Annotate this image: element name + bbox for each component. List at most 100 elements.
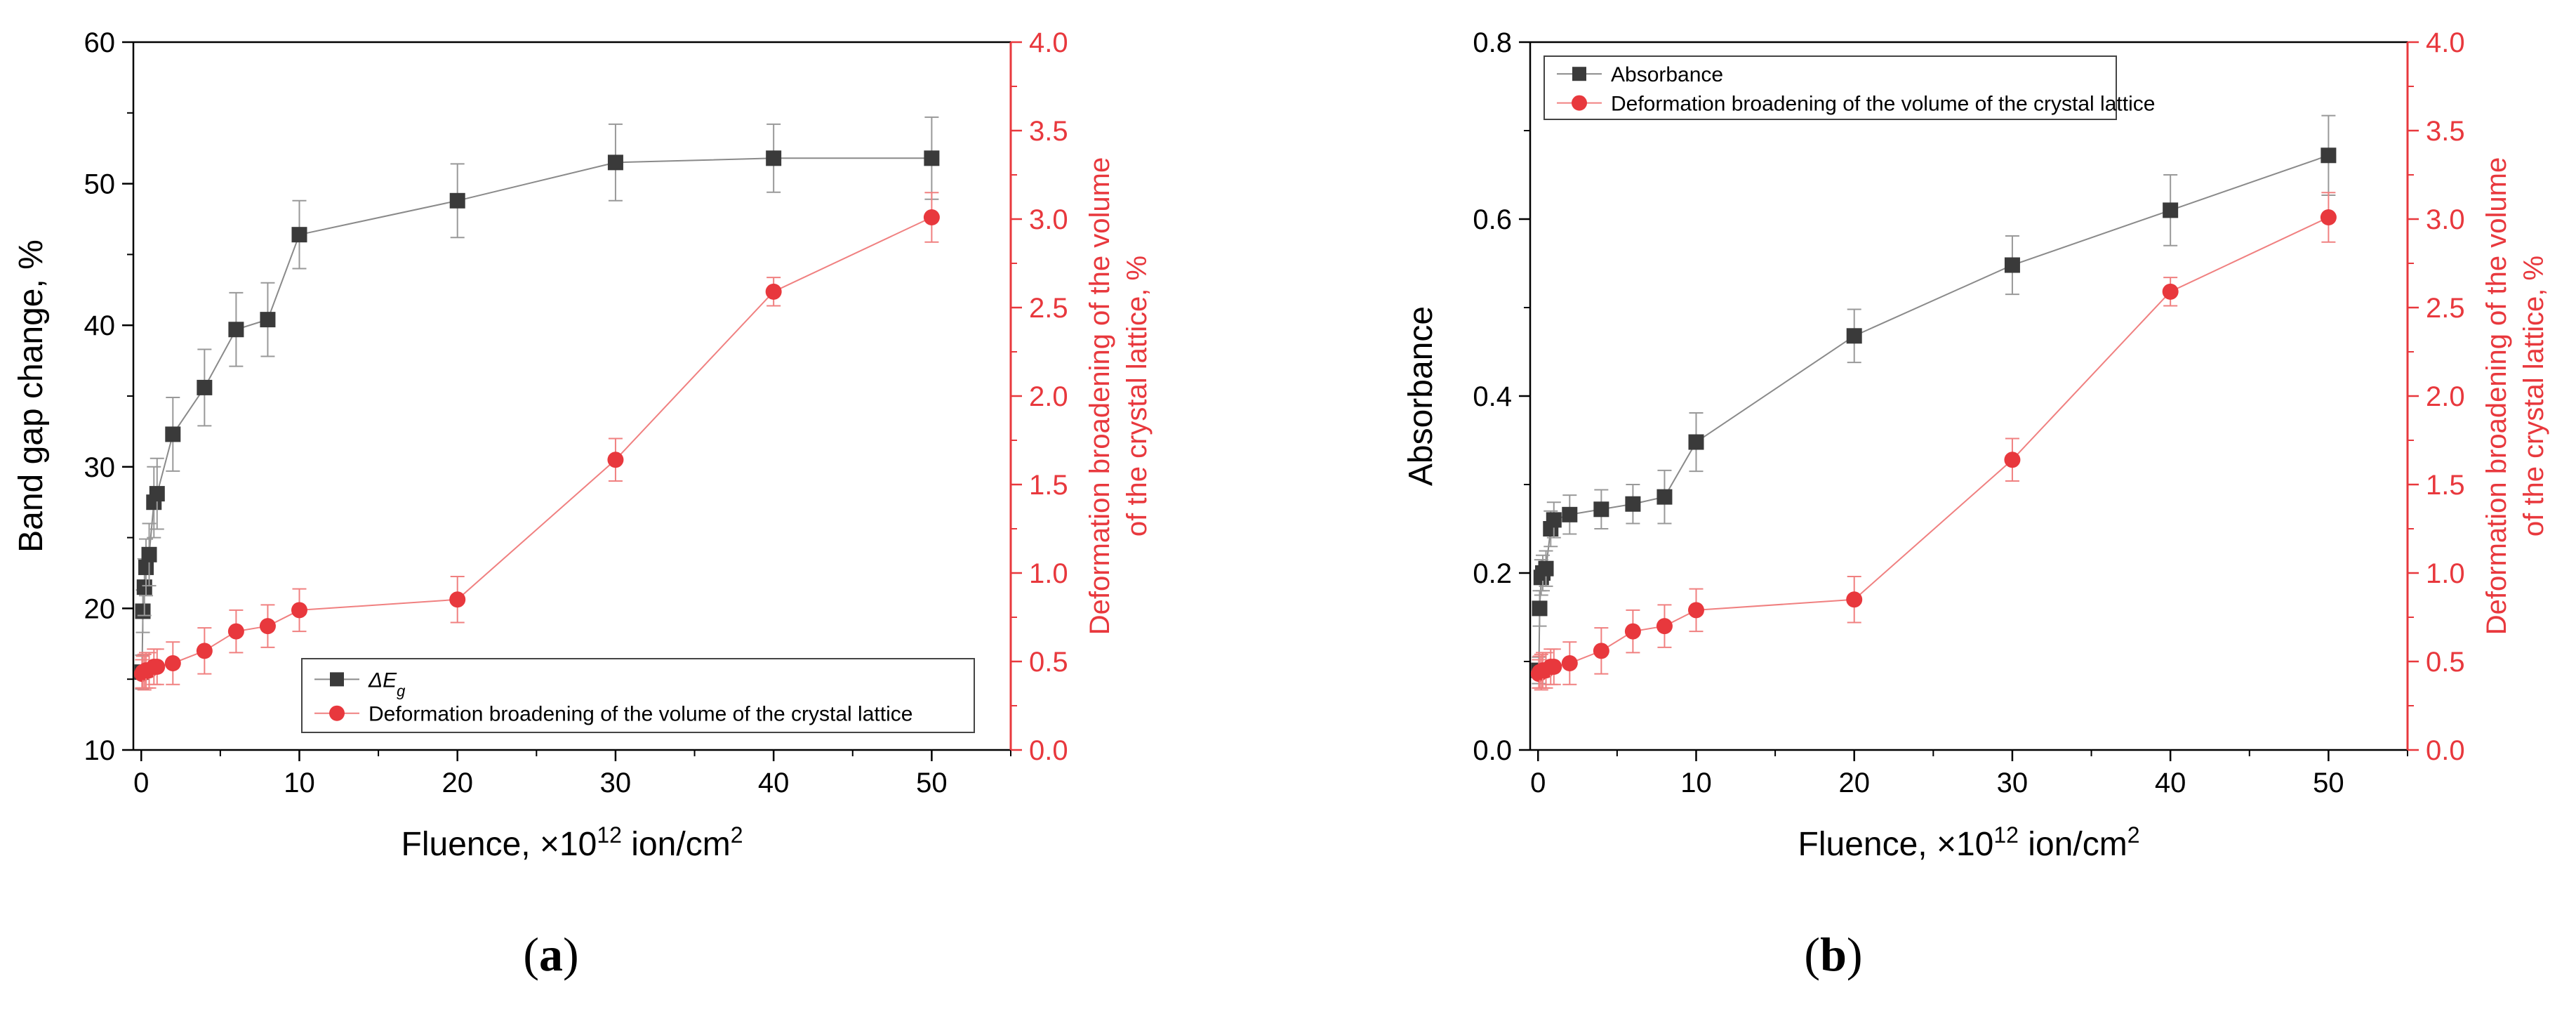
x-tick-label: 20	[1838, 768, 1870, 798]
data-point-square	[1538, 560, 1554, 577]
chart-a-svg: 0 10 20 30 40 50 10 20 30 40 50 60 0.0 0.5 1.0 1.5 2.0 2.…	[13, 27, 1153, 863]
right-tick-label: 0.5	[1029, 647, 1068, 678]
right-tick-label: 1.0	[1029, 558, 1068, 589]
right-tick-label: 3.0	[1029, 204, 1068, 235]
chart-panel-b: 0 10 20 30 40 50 0.0 0.2 0.4 0.6 0.8 0.0 0.5 1.0 1.5 2.…	[1288, 0, 2576, 1014]
data-point-square	[1625, 496, 1641, 512]
right-tick-label: 2.5	[2426, 293, 2465, 324]
x-tick-label: 20	[441, 768, 473, 798]
legend-box	[1543, 55, 2117, 120]
data-point-square	[1562, 506, 1578, 522]
data-point-square	[149, 486, 165, 502]
right-tick-label: 3.0	[2426, 204, 2465, 235]
data-point-square	[1688, 434, 1704, 450]
data-point-circle	[1593, 643, 1609, 659]
legend-marker-circle	[1572, 95, 1587, 111]
left-axis-label: Band gap change, %	[13, 239, 50, 553]
x-axis-label: Fluence, ×1012 ion/cm2	[401, 822, 743, 863]
data-point-circle	[1656, 618, 1673, 635]
left-tick-label: 0.6	[1473, 204, 1512, 235]
data-point-square	[766, 150, 782, 166]
legend-label-series2: Deformation broadening of the volume of …	[1611, 93, 2155, 116]
right-tick-label: 0.0	[2426, 735, 2465, 766]
x-axis-label: Fluence, ×1012 ion/cm2	[1798, 822, 2140, 863]
right-tick-label: 2.5	[1029, 293, 1068, 324]
left-tick-label: 60	[84, 27, 116, 58]
data-point-square	[260, 312, 276, 328]
data-point-circle	[196, 643, 213, 659]
data-point-circle	[1687, 602, 1704, 619]
chart-panel-a: 0 10 20 30 40 50 10 20 30 40 50 60 0.0 0.5 1.0 1.5 2.0 2.…	[13, 27, 1153, 981]
data-point-square	[924, 150, 940, 166]
left-tick-label: 0.8	[1473, 27, 1512, 58]
data-point-circle	[164, 655, 181, 672]
right-tick-label: 3.5	[1029, 116, 1068, 147]
series-black-line	[141, 157, 932, 673]
right-axis-label-line1: Deformation broadening of the volume	[1084, 157, 1115, 635]
series-red-line	[1538, 216, 2329, 675]
data-point-circle	[765, 283, 782, 300]
left-axis-label: Absorbance	[1402, 306, 1440, 486]
x-tick-label: 40	[2155, 768, 2186, 798]
x-tick-label: 10	[1680, 768, 1712, 798]
data-point-square	[449, 192, 465, 209]
legend-marker-circle	[329, 705, 345, 721]
left-tick-label: 10	[84, 735, 116, 766]
data-point-square	[2321, 147, 2337, 164]
right-tick-label: 0.0	[1029, 735, 1068, 766]
x-tick-label: 50	[2313, 768, 2344, 798]
legend-label-series1: ΔEg	[368, 669, 406, 699]
right-tick-label: 4.0	[2426, 27, 2465, 58]
legend-label-series1: Absorbance	[1611, 63, 1723, 86]
panel-b-label: b	[1820, 928, 1847, 981]
data-point-square	[1657, 489, 1673, 505]
x-tick-label: 50	[916, 768, 948, 798]
x-tick-label: 40	[758, 768, 790, 798]
panel-b-caption: (b)	[1804, 928, 1863, 981]
left-tick-label: 50	[84, 169, 116, 200]
data-point-circle	[607, 452, 624, 468]
data-point-square	[1593, 501, 1609, 518]
legend-marker-square	[1572, 67, 1586, 81]
panel-a-caption: (a)	[523, 928, 579, 981]
left-tick-label: 40	[84, 310, 116, 341]
data-point-circle	[1624, 623, 1641, 640]
series-red-line	[141, 216, 932, 675]
data-point-square	[1532, 600, 1548, 617]
data-point-square	[1846, 328, 1862, 344]
data-point-square	[228, 322, 244, 338]
right-tick-label: 0.5	[2426, 647, 2465, 678]
legend-box	[301, 658, 975, 733]
left-tick-label: 0.0	[1473, 735, 1512, 766]
right-tick-label: 1.5	[2426, 470, 2465, 501]
legend-label-series2: Deformation broadening of the volume of …	[369, 703, 912, 726]
right-axis-label-line2: of the crystal lattice, %	[1122, 256, 1153, 536]
data-point-circle	[149, 659, 166, 676]
right-tick-label: 1.5	[1029, 470, 1068, 501]
data-point-circle	[1546, 659, 1562, 676]
data-point-circle	[259, 618, 276, 635]
x-tick-label: 30	[1997, 768, 2029, 798]
left-tick-label: 0.4	[1473, 381, 1512, 412]
data-point-circle	[1846, 591, 1863, 608]
data-point-square	[291, 227, 307, 243]
x-tick-label: 30	[600, 768, 632, 798]
right-axis-label-line2: of the crystal lattice, %	[2518, 256, 2549, 536]
x-tick-label: 0	[133, 768, 149, 798]
data-point-circle	[449, 591, 466, 608]
x-tick-label: 10	[284, 768, 315, 798]
legend-marker-square	[330, 672, 344, 687]
data-point-square	[136, 579, 152, 595]
chart-b-svg: 0 10 20 30 40 50 0.0 0.2 0.4 0.6 0.8 0.0 0.5 1.0 1.5 2.…	[1402, 27, 2549, 863]
data-point-square	[141, 546, 157, 562]
data-point-square	[2004, 257, 2020, 273]
data-point-circle	[923, 209, 940, 225]
data-point-circle	[2004, 452, 2021, 468]
data-point-circle	[227, 623, 244, 640]
data-point-circle	[291, 602, 307, 619]
right-tick-label: 2.0	[1029, 381, 1068, 412]
data-point-circle	[1561, 655, 1578, 672]
data-point-square	[607, 154, 623, 171]
data-point-square	[2163, 202, 2179, 218]
left-tick-label: 0.2	[1473, 558, 1512, 589]
